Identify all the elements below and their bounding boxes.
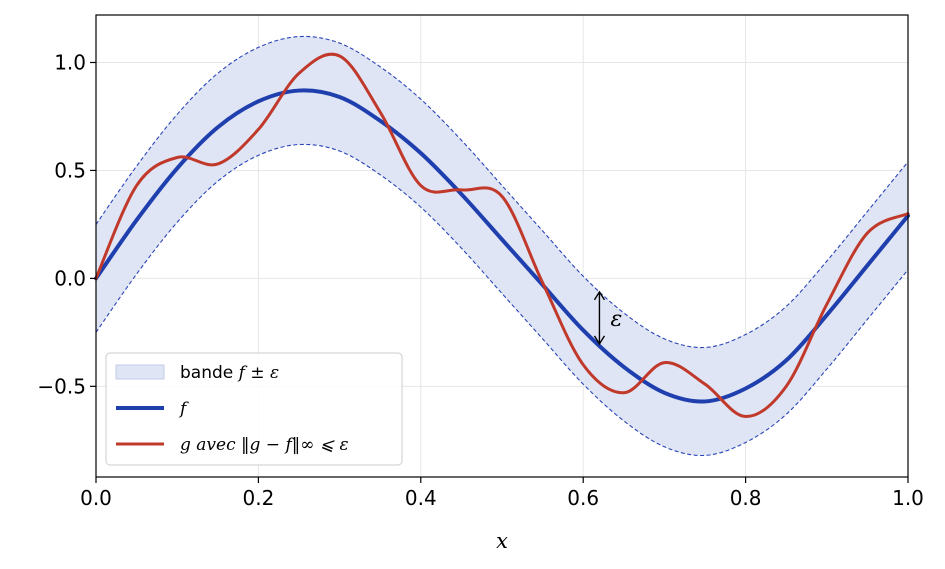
series-lines [94, 52, 910, 419]
series-line-g [94, 52, 910, 419]
legend-label-f: f [178, 399, 189, 419]
legend: bande f ± ε f g avec ‖g − f‖∞ ⩽ ε [105, 352, 403, 466]
legend-label-prefix: bande [180, 363, 239, 383]
y-tick-label: −0.5 [37, 374, 86, 398]
legend-box [105, 352, 403, 466]
x-tick-label: 0.8 [730, 486, 762, 510]
series-line-f [94, 88, 910, 404]
legend-label-math: g avec ‖g − f‖∞ ⩽ ε [180, 435, 349, 455]
x-axis-label: x [496, 529, 508, 553]
plot-frame [95, 14, 909, 478]
x-axis-ticks: 0.0 0.2 0.4 0.6 0.8 1.0 [80, 477, 924, 510]
epsilon-arrow-head-bottom [593, 335, 606, 346]
epsilon-band [95, 35, 909, 457]
x-tick-label: 0.0 [80, 486, 112, 510]
band-fill [96, 36, 908, 456]
epsilon-label: ε [610, 307, 622, 332]
epsilon-arrow-head-top [593, 290, 606, 301]
x-tick-label: 0.4 [405, 486, 437, 510]
legend-label-band: bande f ± ε [180, 363, 279, 383]
legend-label-g: g avec ‖g − f‖∞ ⩽ ε [180, 435, 349, 455]
y-tick-label: 0.0 [54, 266, 86, 290]
y-tick-label: 0.5 [54, 158, 86, 182]
legend-label-math: f [178, 399, 189, 419]
y-axis-ticks: 1.0 0.5 0.0 −0.5 [37, 50, 96, 398]
x-tick-label: 1.0 [892, 486, 924, 510]
y-tick-label: 1.0 [54, 50, 86, 74]
epsilon-annotation: ε [593, 290, 622, 346]
x-tick-label: 0.6 [567, 486, 599, 510]
legend-label-math: f ± ε [237, 363, 279, 383]
x-tick-label: 0.2 [242, 486, 274, 510]
legend-swatch-band [115, 364, 165, 380]
